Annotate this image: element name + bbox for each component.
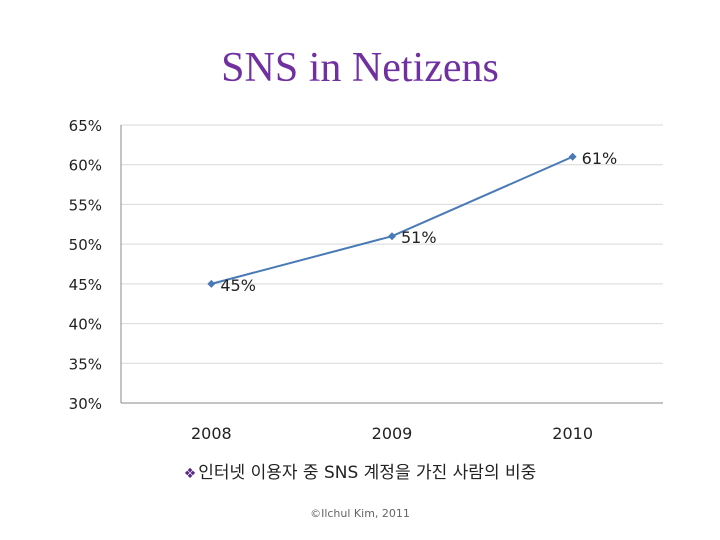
x-tick-label: 2009 <box>372 424 413 443</box>
y-tick-label: 40% <box>69 316 102 334</box>
slide-title: SNS in Netizens <box>221 45 499 91</box>
caption-text: 인터넷 이용자 중 SNS 계정을 가진 사람의 비중 <box>198 463 537 483</box>
y-tick-label: 35% <box>69 355 102 373</box>
x-tick-label: 2010 <box>552 424 593 443</box>
data-point-marker <box>388 232 396 241</box>
data-label: 45% <box>220 276 256 295</box>
data-label: 51% <box>401 228 437 247</box>
data-point-marker <box>568 152 577 161</box>
y-tick-label: 60% <box>69 157 102 175</box>
y-tick-label: 65% <box>69 117 102 135</box>
y-tick-label: 45% <box>69 276 102 294</box>
data-label: 61% <box>582 149 618 168</box>
y-tick-label: 55% <box>69 196 102 214</box>
series-line <box>211 155 574 285</box>
y-tick-label: 30% <box>69 395 102 413</box>
diamond-bullet-icon: ❖ <box>183 466 197 482</box>
chart-caption: ❖ 인터넷 이용자 중 SNS 계정을 가진 사람의 비중 <box>0 458 720 483</box>
copyright-footer: ©Ilchul Kim, 2011 <box>310 507 410 520</box>
data-point-marker <box>207 279 216 288</box>
x-tick-label: 2008 <box>191 424 232 443</box>
y-tick-label: 50% <box>69 236 102 254</box>
